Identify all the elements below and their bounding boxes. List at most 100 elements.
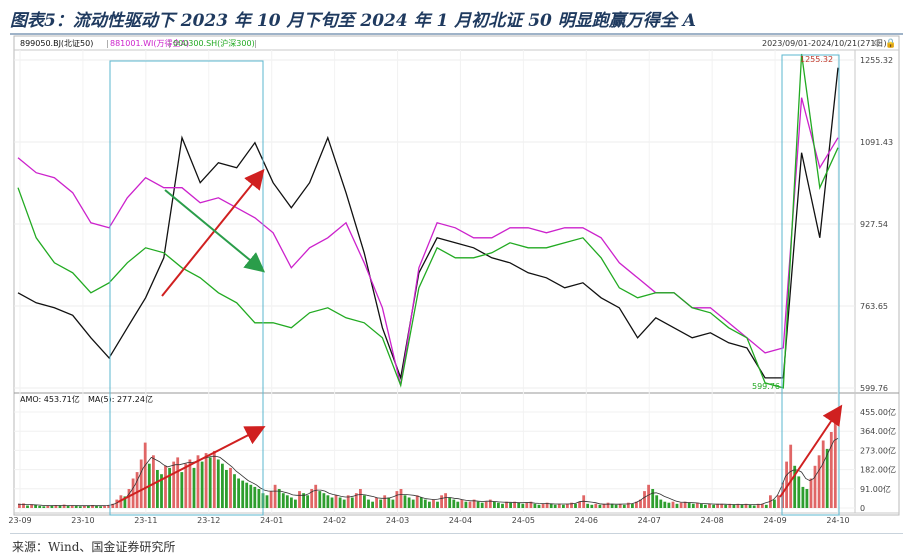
volume-bar [594, 503, 598, 508]
volume-bar [428, 501, 431, 508]
volume-bar [476, 501, 480, 508]
volume-bar [740, 504, 744, 508]
settings-gear-icon[interactable]: ⚙ [873, 39, 881, 49]
volume-bar [156, 470, 159, 508]
volume-bar [695, 502, 699, 508]
price-ytick-label: 763.65 [860, 302, 888, 311]
lock-icon[interactable]: 🔒 [885, 38, 896, 49]
volume-bar [562, 504, 565, 508]
volume-ytick-label: 91.00亿 [860, 484, 891, 494]
volume-bar [452, 499, 456, 508]
volume-bar [310, 489, 314, 508]
volume-bar [456, 501, 460, 508]
volume-bar [472, 499, 476, 508]
volume-bar [732, 504, 736, 508]
volume-bar [582, 495, 586, 508]
volume-bar [399, 489, 403, 508]
volume-bar [493, 501, 496, 508]
volume-bar [269, 491, 273, 508]
volume-bar [245, 482, 249, 508]
volume-bar [480, 502, 484, 508]
volume-bar [659, 499, 663, 508]
price-ytick-label: 599.76 [860, 384, 888, 393]
gridlines [14, 50, 855, 513]
highlight-box-2023q4 [109, 60, 264, 516]
volume-bar [797, 476, 801, 508]
volume-bar [635, 501, 638, 508]
volume-bar [204, 453, 208, 508]
volume-bar [306, 495, 309, 508]
volume-bar [66, 505, 70, 508]
volume-bar [216, 459, 220, 508]
source-note: 来源：Wind、国金证券研究所 [12, 540, 176, 554]
volume-bar [346, 495, 350, 508]
xtick-label: 24-02 [323, 516, 346, 525]
volume-bar [777, 495, 780, 508]
volume-bar [290, 497, 293, 508]
volume-bar [123, 496, 127, 508]
volume-bar [419, 497, 423, 508]
volume-bar [679, 502, 683, 508]
up-arrow-volume-2 [779, 404, 843, 498]
volume-bar [578, 501, 581, 508]
volume-bar [756, 503, 760, 508]
legend-item-bz50: 899050.BJ(北证50) [20, 39, 93, 48]
volume-bar [736, 503, 740, 508]
volume-bar [639, 499, 642, 508]
volume-ytick-label: 364.00亿 [860, 426, 896, 436]
footer-divider [10, 533, 903, 534]
volume-bar [391, 499, 395, 508]
volume-bar [111, 503, 115, 508]
volume-bar [505, 501, 508, 508]
price-ytick-label: 927.54 [860, 220, 888, 229]
volume-bar [78, 506, 82, 508]
volume-bar [281, 493, 285, 508]
price-ytick-label: 1091.43 [860, 138, 893, 147]
volume-bar [34, 505, 37, 508]
volume-bar [602, 503, 606, 508]
volume-bar [160, 474, 163, 508]
volume-ytick-label: 0 [860, 504, 865, 513]
volume-bar [196, 455, 200, 508]
price-ytick-label: 1255.32 [860, 56, 893, 65]
volume-bar [598, 504, 602, 508]
xtick-label: 24-05 [512, 516, 535, 525]
volume-bar [342, 499, 346, 508]
volume-bar [298, 491, 301, 508]
volume-bar [411, 499, 415, 508]
volume-bar [622, 504, 626, 508]
volume-bar [691, 503, 695, 508]
volume-bar [557, 503, 561, 508]
xtick-label: 24-03 [386, 516, 409, 525]
volume-bar [574, 503, 577, 508]
volume-bar [700, 503, 703, 508]
legend-separator: | [254, 39, 257, 48]
up-arrow-price [161, 168, 265, 297]
volume-bar [464, 501, 468, 508]
volume-bar [614, 504, 618, 508]
xtick-label: 23-12 [197, 516, 220, 525]
axis-ticks: 1255.32 1091.43 927.54 763.65 599.76 455.00亿 3… [8, 56, 896, 525]
volume-bar [432, 499, 435, 508]
volume-bar [58, 505, 62, 508]
volume-bar [436, 501, 439, 508]
volume-bar [135, 472, 139, 508]
volume-bar [590, 504, 594, 508]
volume-bar [606, 502, 610, 508]
down-arrow-price [164, 189, 266, 273]
volume-bar [570, 502, 573, 508]
volume-bar [367, 499, 370, 508]
volume-bar [509, 502, 512, 508]
volume-bar [229, 467, 232, 508]
volume-bar [50, 505, 54, 508]
volume-bar [42, 506, 46, 508]
volume-bar [764, 504, 768, 508]
volume-bar [95, 505, 98, 508]
volume-bar [618, 503, 622, 508]
volume-bar [119, 495, 123, 508]
volume-bar [773, 499, 776, 508]
volume-bar [18, 503, 21, 508]
volume-bar [107, 505, 111, 508]
volume-bar [99, 506, 102, 508]
volume-bar [716, 503, 719, 508]
